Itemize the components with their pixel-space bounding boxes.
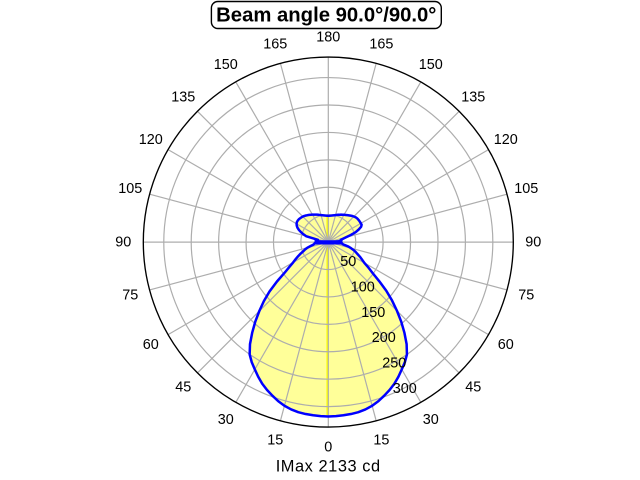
- svg-text:15: 15: [373, 432, 389, 448]
- svg-text:60: 60: [498, 337, 514, 353]
- svg-text:120: 120: [494, 132, 518, 148]
- svg-text:45: 45: [465, 379, 481, 395]
- svg-text:300: 300: [393, 381, 417, 397]
- svg-text:15: 15: [267, 432, 283, 448]
- svg-text:0: 0: [324, 439, 332, 455]
- svg-text:60: 60: [143, 337, 159, 353]
- svg-text:120: 120: [139, 132, 163, 148]
- svg-text:135: 135: [171, 89, 195, 105]
- svg-text:200: 200: [372, 330, 396, 346]
- svg-text:150: 150: [214, 57, 238, 73]
- svg-text:30: 30: [423, 412, 439, 428]
- svg-text:45: 45: [175, 379, 191, 395]
- svg-text:Beam angle 90.0°/90.0°: Beam angle 90.0°/90.0°: [216, 5, 436, 27]
- svg-text:150: 150: [361, 305, 385, 321]
- svg-text:150: 150: [419, 57, 443, 73]
- svg-text:30: 30: [218, 412, 234, 428]
- svg-text:165: 165: [369, 36, 393, 52]
- svg-text:105: 105: [118, 181, 142, 197]
- svg-text:135: 135: [461, 89, 485, 105]
- svg-text:100: 100: [351, 280, 375, 296]
- svg-text:250: 250: [382, 356, 406, 372]
- svg-text:90: 90: [115, 234, 131, 250]
- svg-text:90: 90: [525, 234, 541, 250]
- svg-text:IMax 2133 cd: IMax 2133 cd: [276, 457, 381, 475]
- svg-text:165: 165: [263, 36, 287, 52]
- svg-text:180: 180: [316, 29, 340, 45]
- svg-text:105: 105: [514, 181, 538, 197]
- svg-text:75: 75: [518, 287, 534, 303]
- svg-text:75: 75: [122, 287, 138, 303]
- svg-text:50: 50: [340, 254, 356, 270]
